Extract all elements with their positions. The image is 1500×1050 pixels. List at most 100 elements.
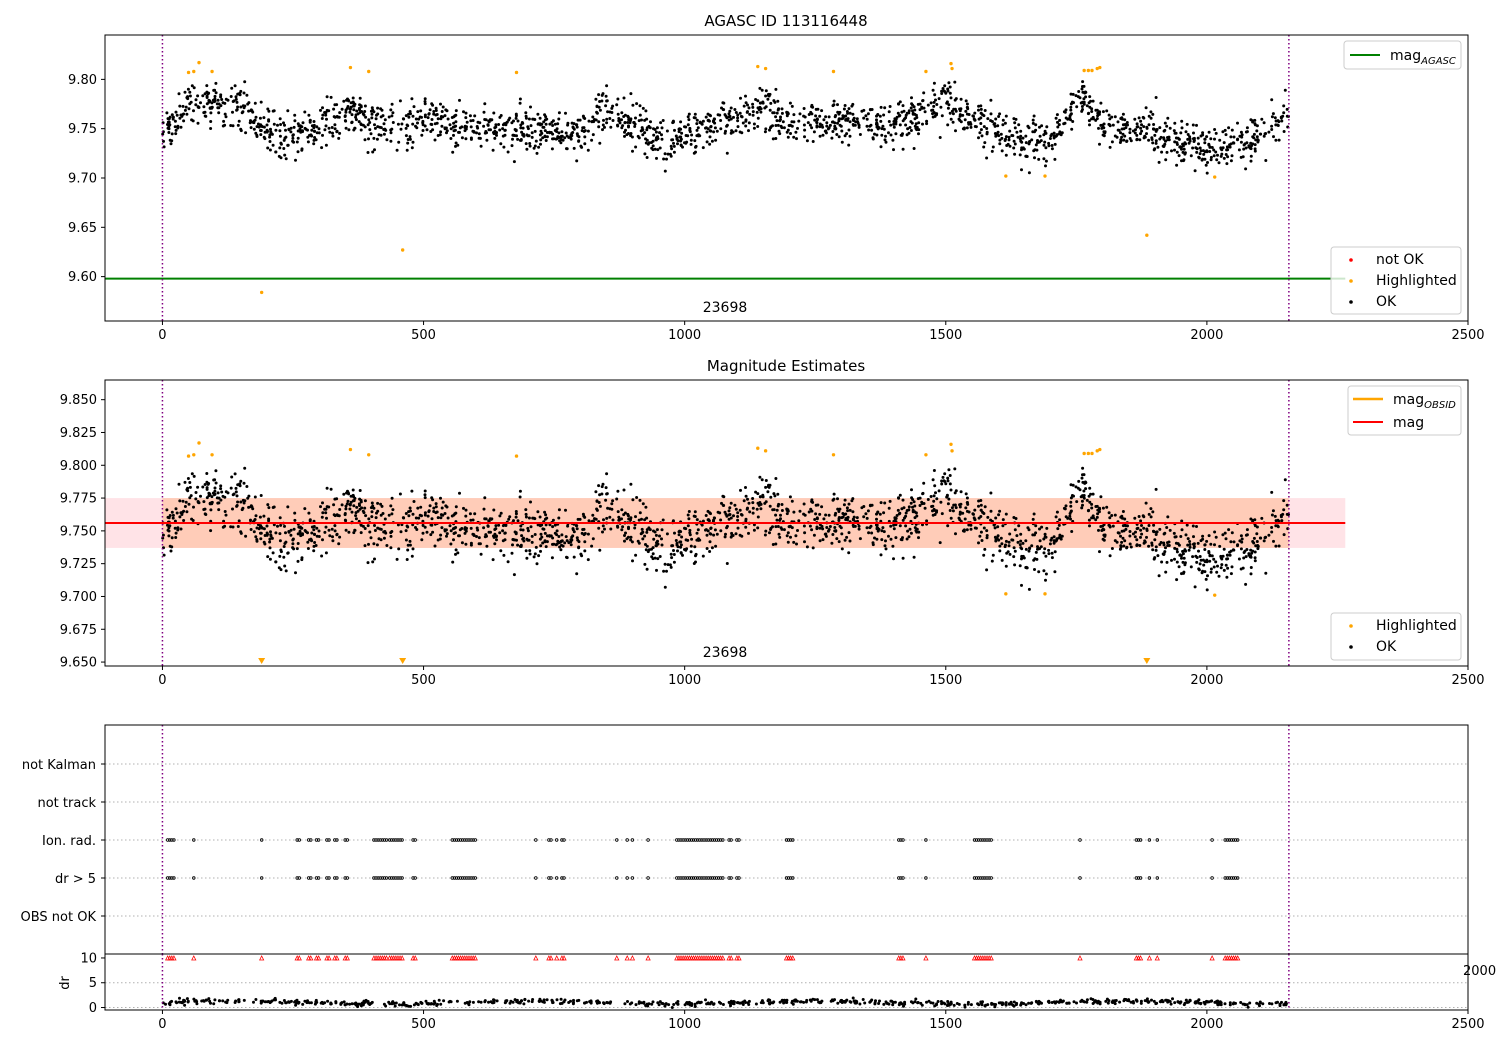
ok-point: [240, 508, 244, 512]
ok-point: [560, 533, 564, 537]
ok-point: [1154, 96, 1158, 99]
ok-point: [993, 122, 997, 126]
ok-point: [170, 132, 174, 136]
ok-point: [1020, 583, 1023, 587]
highlighted-point: [924, 69, 928, 74]
flag-point: [382, 838, 387, 842]
ok-point: [637, 119, 641, 123]
ok-point: [325, 516, 328, 520]
ok-point: [494, 123, 498, 127]
ok-point: [440, 506, 444, 510]
ok-point: [278, 532, 282, 536]
ok-point: [443, 114, 447, 118]
ok-point: [229, 525, 233, 529]
ok-point: [610, 106, 614, 110]
ok-point: [598, 100, 602, 103]
ok-point: [1192, 542, 1195, 546]
highlighted-point: [192, 453, 196, 457]
ok-point: [858, 133, 862, 136]
ok-point: [1081, 108, 1084, 111]
ok-point: [268, 133, 272, 137]
ok-point: [371, 560, 375, 564]
ok-point: [283, 136, 287, 140]
ok-point: [259, 133, 263, 137]
ok-point: [529, 124, 533, 128]
ok-point: [754, 98, 758, 101]
ok-point: [736, 119, 740, 123]
ok-point: [458, 491, 461, 495]
ok-point: [1259, 536, 1263, 540]
ok-point: [1154, 533, 1158, 536]
ok-point: [551, 132, 555, 136]
dr-point: [1014, 1003, 1018, 1007]
ok-point: [1094, 518, 1098, 522]
ok-point: [176, 528, 180, 532]
ok-point: [679, 143, 683, 147]
ok-point: [634, 116, 637, 120]
ok-point: [171, 115, 175, 119]
ok-point: [1204, 577, 1208, 581]
flag-point: [677, 876, 681, 880]
y-tick-label: 9.850: [60, 393, 97, 408]
ok-point: [463, 124, 467, 128]
ok-point: [914, 122, 918, 126]
ok-point: [205, 94, 209, 98]
ok-point: [635, 102, 639, 106]
ok-point: [967, 113, 971, 116]
ok-point: [526, 134, 530, 138]
ok-point: [895, 514, 899, 517]
ok-point: [1087, 508, 1091, 512]
ok-point: [317, 127, 321, 131]
ok-point: [738, 111, 742, 115]
ok-point: [458, 98, 461, 102]
ok-point: [243, 466, 247, 470]
ok-point: [637, 518, 641, 522]
ok-point: [235, 100, 239, 104]
ok-point: [289, 528, 293, 532]
ok-point: [205, 84, 209, 88]
ok-point: [787, 525, 791, 529]
ok-point: [526, 529, 530, 533]
ok-point: [307, 511, 311, 515]
ok-point: [1239, 155, 1243, 159]
ok-point: [184, 105, 188, 109]
ok-point: [994, 117, 998, 121]
ok-point: [1087, 518, 1091, 522]
highlighted-point: [514, 454, 519, 458]
ok-point: [359, 498, 363, 502]
legend-ok-label: OK: [1376, 294, 1397, 310]
flag-point: [681, 838, 685, 842]
ok-point: [949, 117, 953, 121]
ok-point: [923, 506, 927, 510]
ok-point: [841, 116, 845, 120]
ok-point: [235, 108, 239, 112]
ok-point: [622, 488, 626, 492]
dr-point: [479, 1000, 483, 1004]
ok-point: [1209, 542, 1213, 546]
ok-point: [847, 531, 851, 535]
ok-point: [815, 125, 819, 129]
ok-point: [1088, 524, 1091, 528]
ok-point: [440, 110, 444, 113]
ok-point: [1149, 116, 1153, 120]
ok-point: [1133, 535, 1137, 539]
ok-point: [213, 94, 217, 98]
ok-point: [925, 519, 929, 523]
ok-point: [389, 128, 393, 132]
ok-point: [323, 530, 327, 534]
ok-point: [979, 111, 983, 115]
ok-point: [293, 119, 297, 123]
ok-point: [1152, 523, 1156, 527]
ok-point: [1201, 534, 1205, 538]
ok-point: [672, 144, 676, 148]
ok-point: [968, 121, 972, 124]
ok-point: [441, 513, 445, 517]
ok-point: [514, 510, 518, 513]
ok-point: [1123, 517, 1127, 521]
ok-point: [1020, 140, 1024, 144]
ok-point: [1183, 151, 1187, 155]
ok-point: [1201, 131, 1205, 135]
ok-point: [727, 509, 731, 513]
ok-point: [1203, 141, 1207, 145]
ok-point: [286, 109, 290, 113]
